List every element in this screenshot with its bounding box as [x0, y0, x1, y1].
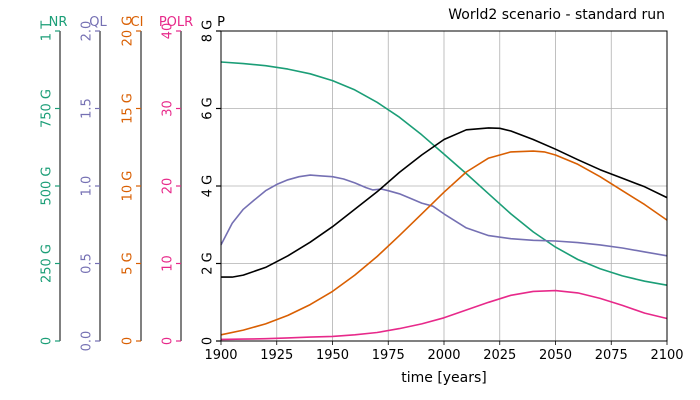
- y-tick-label-ql: 2.0: [80, 21, 95, 42]
- x-tick-label: 2050: [539, 348, 572, 363]
- y-tick-label-nr: 250 G: [40, 244, 55, 283]
- y-tick-label-polr: 20: [161, 178, 176, 195]
- y-tick-label-polr: 10: [161, 255, 176, 272]
- y-tick-label-p: 8 G: [201, 20, 216, 42]
- y-axis-label-ql: QL: [89, 15, 107, 30]
- y-tick-label-nr: 0: [40, 337, 55, 345]
- y-axis-label-nr: NR: [49, 15, 68, 30]
- x-tick-label: 2100: [650, 348, 683, 363]
- series-line-p: [221, 127, 668, 278]
- y-tick-label-polr: 0: [161, 337, 176, 345]
- y-tick-label-polr: 30: [161, 100, 176, 117]
- x-tick-label: 2000: [427, 348, 460, 363]
- series-line-polr: [220, 289, 668, 341]
- y-tick-label-nr: 500 G: [40, 166, 55, 205]
- y-tick-label-p: 6 G: [201, 97, 216, 119]
- grid: [220, 30, 668, 342]
- series-line-ci: [220, 150, 668, 336]
- y-tick-label-ql: 0.0: [80, 331, 95, 352]
- y-tick-label-ci: 5 G: [121, 252, 136, 274]
- x-tick-label: 1925: [260, 348, 293, 363]
- y-tick-label-nr: 1 T: [40, 21, 55, 41]
- x-axis-label: time [years]: [401, 370, 487, 386]
- x-tick-label: 2075: [595, 348, 628, 363]
- y-tick-label-ql: 1.5: [80, 98, 95, 119]
- y-tick-label-ci: 0: [121, 337, 136, 345]
- y-axis-label-polr: POLR: [159, 15, 193, 30]
- x-tick-label: 1950: [316, 348, 349, 363]
- y-tick-label-ci: 20 G: [121, 16, 136, 47]
- y-tick-label-polr: 40: [161, 23, 176, 40]
- x-tick-label: 1900: [204, 348, 237, 363]
- series-line-nr: [220, 61, 668, 286]
- y-tick-label-p: 4 G: [201, 175, 216, 197]
- y-tick-label-p: 0: [201, 337, 216, 345]
- y-axis-label-ci: CI: [131, 15, 144, 30]
- y-tick-label-ql: 1.0: [80, 176, 95, 197]
- series-line-ql: [220, 174, 668, 257]
- y-tick-label-nr: 750 G: [40, 89, 55, 128]
- y-tick-label-p: 2 G: [201, 252, 216, 274]
- y-axis-label-p: P: [217, 15, 225, 30]
- chart-title: World2 scenario - standard run: [448, 7, 665, 23]
- plot-series: [220, 61, 668, 341]
- x-tick-label: 2025: [483, 348, 516, 363]
- x-tick-label: 1975: [372, 348, 405, 363]
- y-tick-label-ci: 15 G: [121, 93, 136, 124]
- axes: 1900 1925 1950 1975 2000 2025 2050 2075 21000250…: [40, 15, 684, 363]
- y-tick-label-ql: 0.5: [80, 253, 95, 274]
- y-tick-label-ci: 10 G: [121, 171, 136, 202]
